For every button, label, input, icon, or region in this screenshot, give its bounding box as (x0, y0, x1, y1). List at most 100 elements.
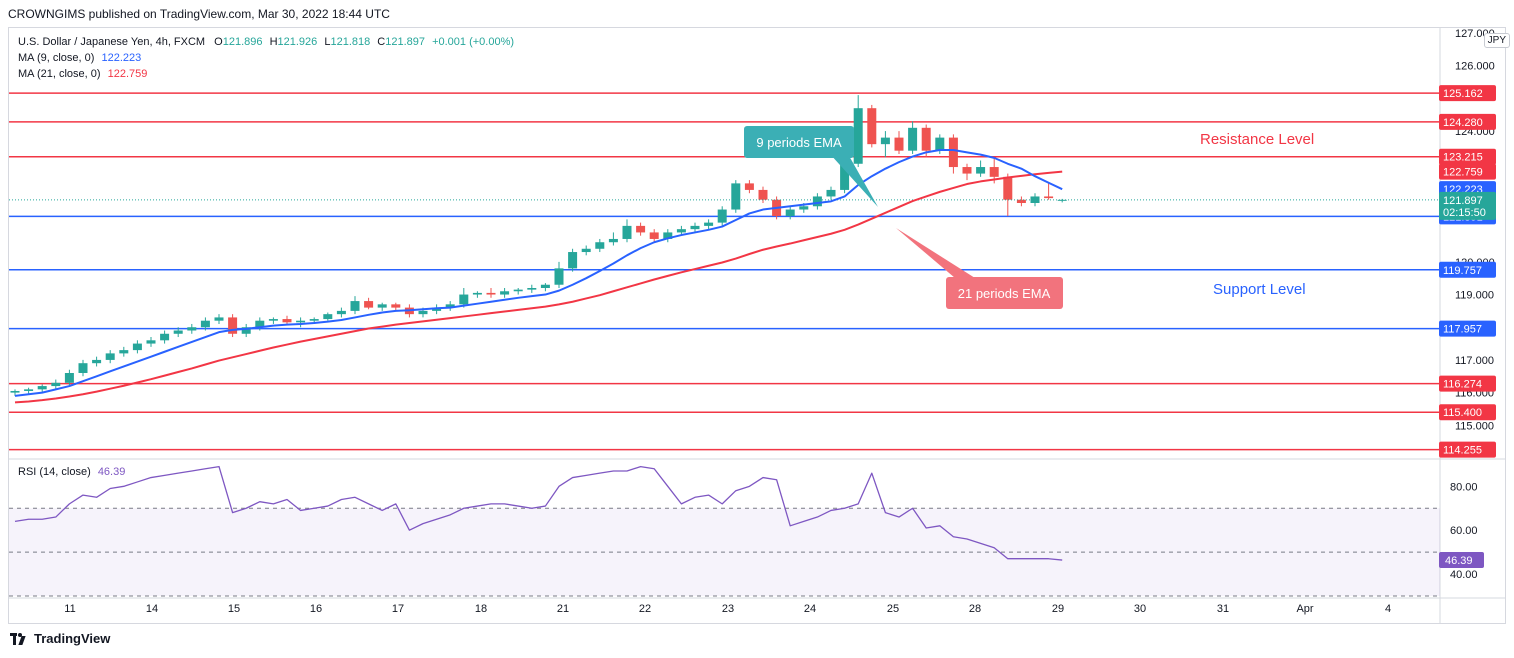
candle-body (935, 137, 945, 151)
candle-body (1003, 176, 1013, 200)
candle-body (418, 310, 428, 315)
published-header: CROWNGIMS published on TradingView.com, … (8, 7, 390, 21)
time-axis-tick-label: 18 (475, 603, 487, 615)
ema21-callout-box (946, 277, 1063, 309)
candle-body (676, 229, 686, 233)
price-axis-tick-label: 119.000 (1455, 290, 1494, 302)
candle-body (472, 292, 482, 295)
time-axis-tick-label: 17 (392, 603, 404, 615)
level-price-tag-label: 123.215 (1443, 152, 1483, 164)
candle-body (663, 232, 673, 239)
chart-panel[interactable] (8, 27, 1506, 624)
level-price-tag (1439, 404, 1496, 421)
close-label: C (377, 36, 386, 48)
candle-body (840, 163, 850, 190)
low-label: L (324, 36, 331, 48)
high-value: 121.926 (277, 36, 318, 48)
candle-body (731, 183, 741, 210)
level-price-tag-label: 114.255 (1443, 445, 1482, 457)
ma21-line (14, 170, 1063, 404)
candle-body (187, 327, 197, 331)
candle-body (595, 242, 605, 249)
candle-body (350, 301, 360, 311)
rsi-value-tag (1439, 552, 1484, 569)
high-label: H (269, 36, 278, 48)
candle-body (568, 252, 578, 269)
rsi-axis-tick-label: 60.00 (1450, 525, 1478, 537)
candle-body (921, 127, 931, 151)
candle-body (391, 304, 401, 308)
candle-body (867, 108, 877, 145)
level-price-tag (1439, 320, 1496, 337)
ema21-callout-pointer (896, 228, 975, 278)
candle-body (10, 390, 20, 393)
candle-body (105, 353, 115, 360)
candle-body (853, 108, 863, 164)
time-axis-tick-label: 4 (1385, 603, 1391, 615)
time-axis-tick-label: 24 (804, 603, 816, 615)
candle-body (92, 359, 102, 364)
candle-body (908, 127, 918, 151)
tradingview-brand-label: TradingView (34, 631, 111, 646)
price-axis-tick-label: 126.000 (1455, 61, 1495, 73)
close-value: 121.897 (385, 36, 426, 48)
countdown-label: 02:15:50 (1443, 207, 1486, 219)
time-axis-tick-label: 21 (557, 603, 569, 615)
candle-body (976, 167, 986, 174)
candle-body (581, 248, 591, 253)
candle-body (962, 167, 972, 174)
candle-body (622, 225, 632, 239)
candle-body (690, 225, 700, 230)
candle-body (445, 304, 455, 308)
candle-body (744, 183, 754, 190)
footer-brand[interactable]: TradingView (10, 631, 110, 646)
candle-body (37, 386, 47, 390)
ema21-callout-label: 21 periods EMA (958, 286, 1051, 301)
resistance-level-label: Resistance Level (1200, 131, 1314, 148)
candle-body (282, 319, 292, 323)
ma9-value: 122.223 (101, 52, 142, 64)
candle-body (540, 284, 550, 288)
price-axis-tick-label: 117.000 (1455, 355, 1494, 367)
candle-body (1044, 196, 1054, 199)
level-price-tag (1439, 85, 1496, 102)
time-axis-tick-label: 11 (64, 603, 75, 615)
level-price-tag-label: 115.400 (1443, 407, 1482, 419)
ma9-legend: MA (9, close, 0) 122.223 (18, 52, 141, 64)
time-axis-tick-label: 14 (146, 603, 158, 615)
support-level-label: Support Level (1213, 281, 1306, 298)
level-price-tag (1439, 375, 1496, 392)
candle-body (704, 222, 714, 226)
candle-body (1016, 199, 1026, 203)
price-tag (1439, 163, 1496, 180)
ema9-callout-label: 9 periods EMA (756, 135, 842, 150)
currency-badge[interactable]: JPY (1483, 33, 1510, 48)
level-price-tag-label: 116.274 (1443, 379, 1482, 391)
candle-body (132, 343, 142, 351)
time-axis-tick-label: 15 (228, 603, 240, 615)
candle-body (717, 209, 727, 223)
time-axis-tick-label: 28 (969, 603, 981, 615)
candle-body (948, 137, 958, 168)
candle-body (812, 196, 822, 207)
candle-body (636, 225, 646, 233)
candle-body (377, 304, 387, 308)
time-axis-tick-label: 23 (722, 603, 734, 615)
candle-body (268, 319, 278, 321)
candle-body (78, 363, 88, 373)
chart-svg[interactable]: 115.000116.000117.000119.000120.000124.0… (0, 0, 1514, 630)
rsi-legend-value: 46.39 (97, 466, 126, 478)
ma21-legend: MA (21, close, 0) 122.759 (18, 68, 147, 80)
candle-body (160, 333, 170, 341)
ma9-label: MA (9, close, 0) (18, 52, 95, 64)
candle-body (894, 137, 904, 151)
candle-body (214, 317, 224, 321)
level-price-tag (1439, 441, 1496, 458)
tradingview-logo-icon (10, 632, 28, 645)
level-price-tag-label: 124.280 (1443, 117, 1483, 129)
candle-body (785, 209, 795, 217)
candle-body (24, 389, 34, 391)
candle-body (880, 137, 890, 145)
symbol-name: U.S. Dollar / Japanese Yen, 4h, FXCM (18, 36, 206, 48)
candle-body (173, 330, 183, 334)
